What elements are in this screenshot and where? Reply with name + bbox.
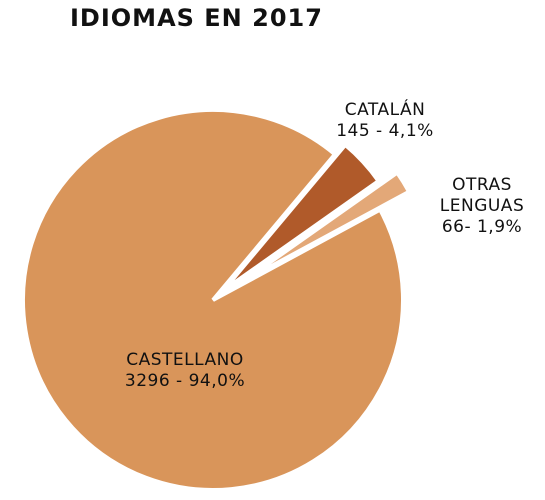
chart-title: IDIOMAS EN 2017 (70, 4, 323, 32)
pie-slice (21, 108, 405, 492)
pie-slice (240, 169, 412, 284)
pie-slice (221, 142, 382, 293)
slice-value-label: 145 - 4,1% (336, 121, 434, 141)
slice-value-label: 66- 1,9% (441, 217, 523, 237)
slice-value-label: 3296 - 94,0% (124, 371, 246, 391)
slice-category-label: CASTELLANO (126, 350, 244, 370)
slice-category-label: OTRAS LENGUAS (439, 175, 525, 216)
slice-category-label: CATALÁN (344, 100, 426, 120)
